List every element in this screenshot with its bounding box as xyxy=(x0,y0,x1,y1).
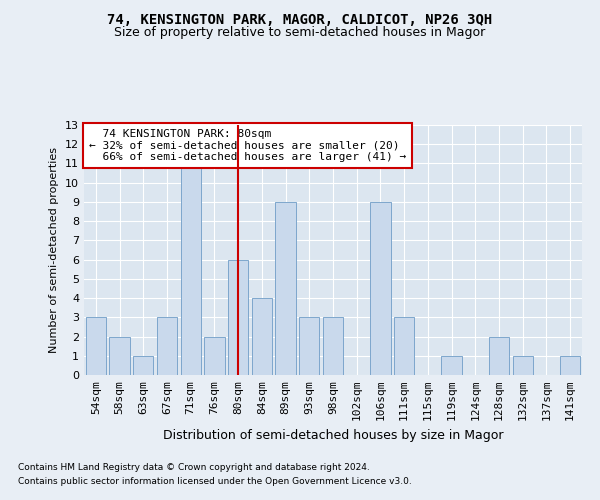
Bar xyxy=(299,318,319,375)
Bar xyxy=(205,336,224,375)
Bar xyxy=(275,202,296,375)
Bar xyxy=(228,260,248,375)
Text: 74 KENSINGTON PARK: 80sqm
← 32% of semi-detached houses are smaller (20)
  66% o: 74 KENSINGTON PARK: 80sqm ← 32% of semi-… xyxy=(89,128,406,162)
Bar xyxy=(512,356,533,375)
Text: Size of property relative to semi-detached houses in Magor: Size of property relative to semi-detach… xyxy=(115,26,485,39)
Bar xyxy=(181,164,201,375)
Text: Contains HM Land Registry data © Crown copyright and database right 2024.: Contains HM Land Registry data © Crown c… xyxy=(18,464,370,472)
Text: Contains public sector information licensed under the Open Government Licence v3: Contains public sector information licen… xyxy=(18,477,412,486)
X-axis label: Distribution of semi-detached houses by size in Magor: Distribution of semi-detached houses by … xyxy=(163,428,503,442)
Bar xyxy=(560,356,580,375)
Bar xyxy=(442,356,461,375)
Bar xyxy=(489,336,509,375)
Y-axis label: Number of semi-detached properties: Number of semi-detached properties xyxy=(49,147,59,353)
Bar xyxy=(370,202,391,375)
Bar xyxy=(86,318,106,375)
Bar xyxy=(133,356,154,375)
Bar xyxy=(394,318,414,375)
Bar xyxy=(157,318,177,375)
Bar xyxy=(323,318,343,375)
Bar xyxy=(109,336,130,375)
Bar xyxy=(252,298,272,375)
Text: 74, KENSINGTON PARK, MAGOR, CALDICOT, NP26 3QH: 74, KENSINGTON PARK, MAGOR, CALDICOT, NP… xyxy=(107,12,493,26)
